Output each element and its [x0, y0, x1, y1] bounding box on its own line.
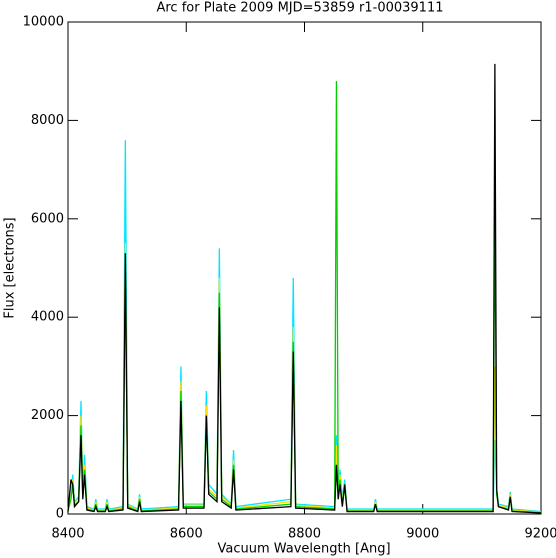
spectrum-line — [67, 63, 542, 514]
y-tick-label: 2000 — [31, 408, 64, 423]
spectrum-line — [67, 140, 542, 513]
x-tick-label: 8400 — [51, 527, 84, 542]
y-tick-label: 10000 — [23, 15, 64, 30]
x-tick-label: 8800 — [288, 527, 321, 542]
spectrum-line — [67, 243, 542, 513]
chart-title: Arc for Plate 2009 MJD=53859 r1-00039111 — [156, 1, 443, 16]
y-tick-label: 0 — [56, 507, 64, 522]
x-tick-label: 9200 — [524, 527, 556, 542]
x-axis-label: Vacuum Wavelength [Ang] — [217, 542, 390, 557]
x-tick-label: 9000 — [406, 527, 439, 542]
y-tick-label: 8000 — [31, 113, 64, 128]
y-tick-label: 6000 — [31, 211, 64, 226]
y-tick-label: 4000 — [31, 310, 64, 325]
spectrum-line — [67, 81, 542, 514]
y-axis-label: Flux [electrons] — [3, 217, 18, 318]
plot-frame — [67, 21, 542, 515]
x-tick-label: 8600 — [170, 527, 203, 542]
